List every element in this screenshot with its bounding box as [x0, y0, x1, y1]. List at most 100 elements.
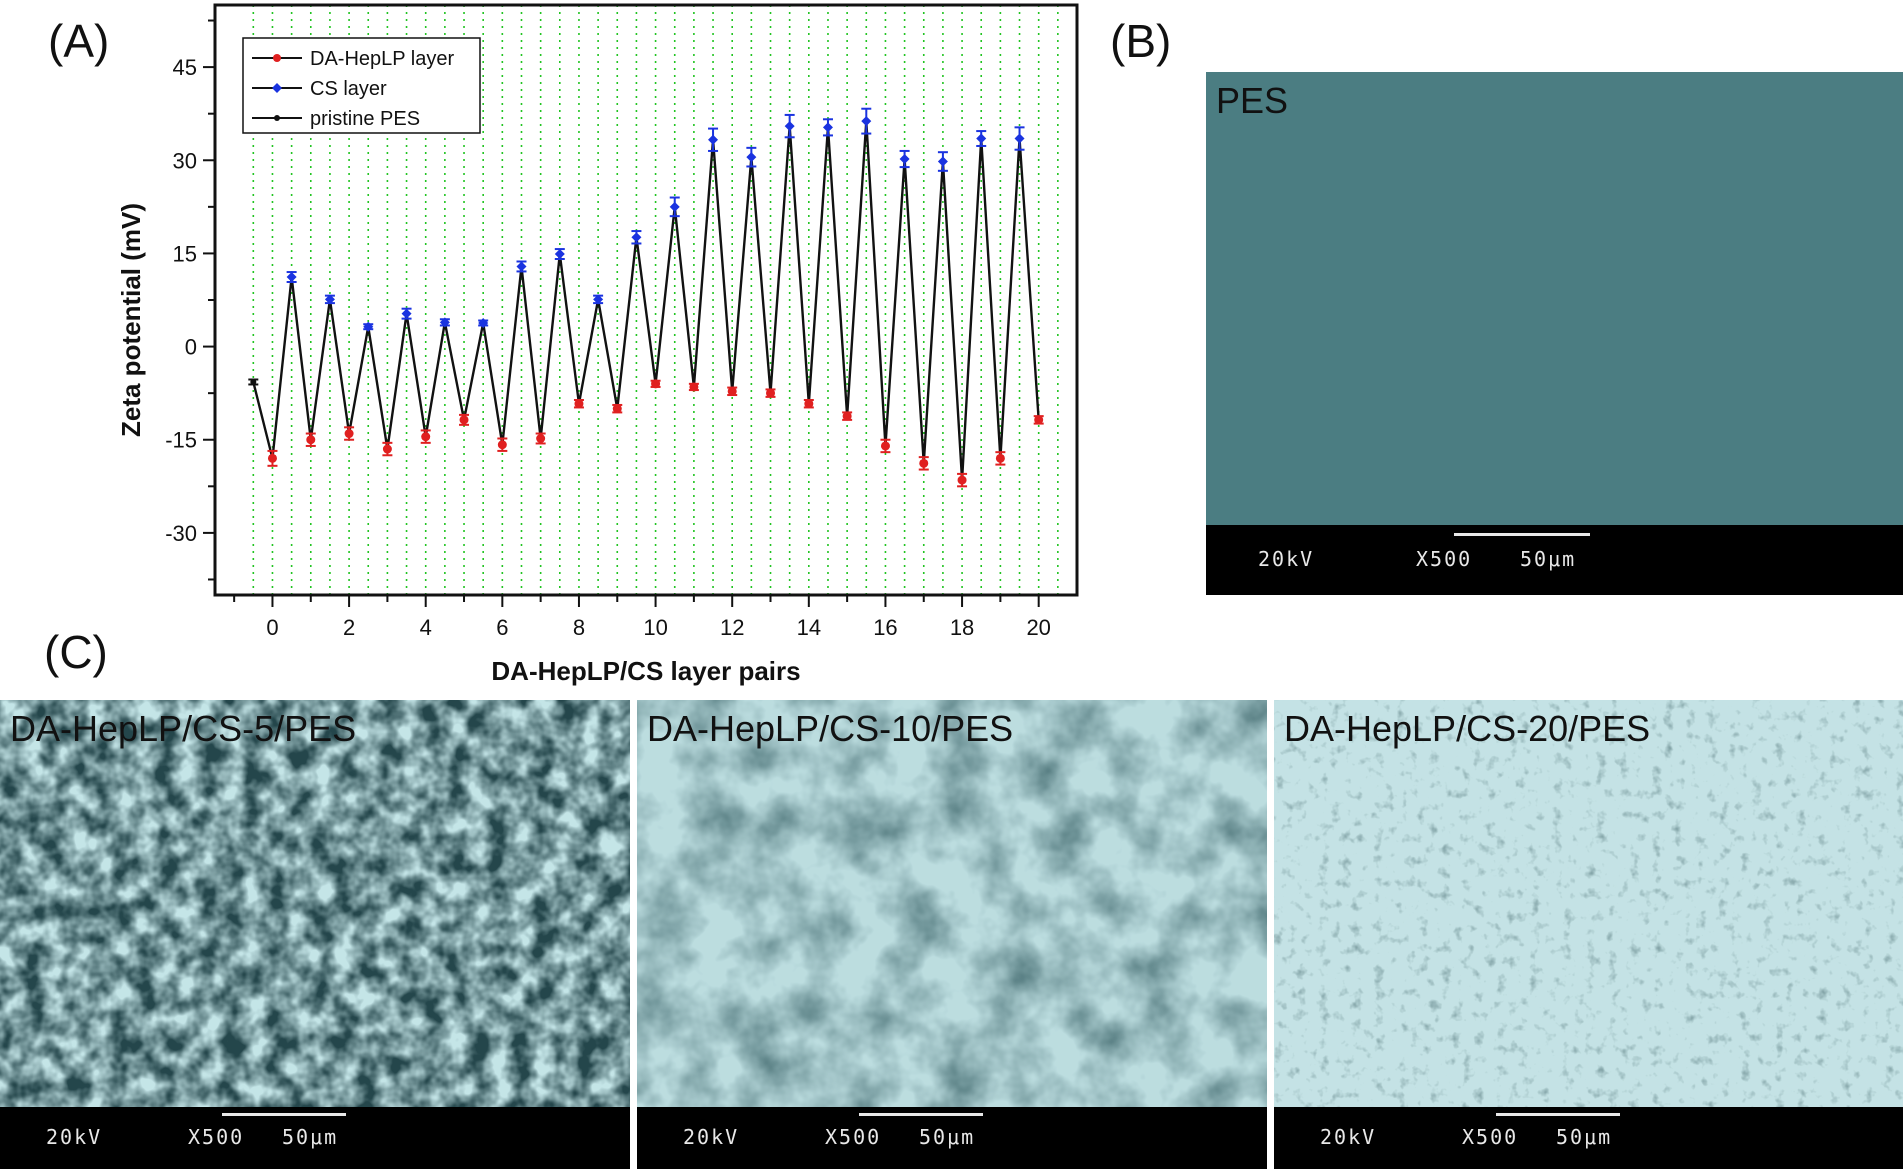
- sem-texture: [0, 700, 630, 1169]
- zigzag-line: [252, 121, 1040, 481]
- x-tick-label: 6: [496, 615, 508, 640]
- sem-voltage: 20kV: [1258, 547, 1315, 571]
- panel-c-label: (C): [44, 626, 108, 678]
- data-point: [306, 435, 316, 445]
- data-point: [784, 121, 795, 132]
- x-tick-label: 4: [420, 615, 432, 640]
- data-point: [957, 475, 967, 485]
- chart-series: [248, 107, 1044, 488]
- data-point: [593, 294, 604, 305]
- axis-ticks: 0 2 4 6 8 10 12 14 16 18 20 -30 -15 0 15 30 45: [165, 19, 1051, 640]
- data-point: [669, 201, 680, 212]
- data-point: [382, 444, 392, 454]
- data-point: [421, 432, 431, 442]
- y-tick-label: -30: [165, 521, 197, 546]
- sem-info-bar: 20kV X500 50μm: [1274, 1107, 1903, 1169]
- sem-title-cs5: DA-HepLP/CS-5/PES: [10, 708, 357, 749]
- data-point: [842, 411, 852, 421]
- chart-legend: DA-HepLP layer CS layer pristine PES: [242, 37, 481, 134]
- data-point: [612, 404, 622, 414]
- data-point: [746, 152, 757, 163]
- x-tick-label: 20: [1026, 615, 1050, 640]
- sem-scale-bar: [1454, 533, 1590, 536]
- x-axis-label: DA-HepLP/CS layer pairs: [491, 656, 800, 686]
- data-point: [344, 429, 354, 439]
- data-point: [822, 122, 833, 133]
- data-point: [286, 272, 297, 283]
- sem-scale-bar: [859, 1113, 983, 1116]
- data-point: [401, 308, 412, 319]
- data-point: [267, 453, 277, 463]
- data-point: [995, 453, 1005, 463]
- data-point: [861, 116, 872, 127]
- y-tick-label: 15: [173, 241, 197, 266]
- sem-scale-value: 50μm: [1520, 547, 1577, 571]
- sem-image-cs10: DA-HepLP/CS-10/PES 20kV X500 50μm: [637, 700, 1267, 1169]
- data-point: [459, 415, 469, 425]
- data-point: [919, 458, 929, 468]
- legend-label: DA-HepLP layer: [310, 48, 454, 70]
- data-point: [689, 382, 699, 392]
- legend-label: pristine PES: [310, 108, 420, 130]
- data-point: [1014, 133, 1025, 144]
- sem-scale-bar: [222, 1113, 346, 1116]
- data-point: [250, 378, 257, 385]
- data-point: [937, 156, 948, 167]
- x-tick-label: 14: [797, 615, 821, 640]
- data-point: [516, 261, 527, 272]
- sem-voltage: 20kV: [1320, 1125, 1377, 1149]
- panel-b-label: (B): [1110, 15, 1172, 67]
- sem-title-cs20: DA-HepLP/CS-20/PES: [1284, 708, 1651, 749]
- data-point: [1034, 415, 1044, 425]
- y-tick-label: -15: [165, 428, 197, 453]
- data-point: [651, 379, 661, 389]
- sem-info-bar: 20kV X500 50μm: [1206, 525, 1903, 595]
- legend-marker: [272, 83, 282, 93]
- data-point: [899, 154, 910, 165]
- data-point: [497, 440, 507, 450]
- zeta-potential-chart: 0 2 4 6 8 10 12 14 16 18 20 -30 -15 0 15 30 45 DA-HepLP …: [116, 3, 1079, 686]
- data-point: [324, 294, 335, 305]
- data-point: [554, 249, 565, 260]
- sem-scale-value: 50μm: [919, 1125, 976, 1149]
- sem-scale-bar: [1496, 1113, 1620, 1116]
- y-tick-label: 45: [173, 55, 197, 80]
- sem-magnification: X500: [825, 1125, 882, 1149]
- sem-image-cs5: DA-HepLP/CS-5/PES 20kV X500 50μm: [0, 700, 630, 1169]
- data-point: [631, 232, 642, 243]
- sem-magnification: X500: [188, 1125, 245, 1149]
- legend-label: CS layer: [310, 78, 387, 100]
- sem-voltage: 20kV: [683, 1125, 740, 1149]
- data-point: [976, 133, 987, 144]
- sem-magnification: X500: [1462, 1125, 1519, 1149]
- sem-scale-value: 50μm: [1556, 1125, 1613, 1149]
- data-point: [804, 399, 814, 409]
- y-tick-label: 0: [185, 335, 197, 360]
- sem-texture: [637, 700, 1267, 1169]
- data-point: [574, 399, 584, 409]
- sem-texture: [1274, 700, 1903, 1169]
- sem-info-bar: 20kV X500 50μm: [0, 1107, 630, 1169]
- legend-marker: [274, 115, 280, 121]
- x-tick-label: 16: [873, 615, 897, 640]
- sem-info-bar: 20kV X500 50μm: [637, 1107, 1267, 1169]
- sem-scale-value: 50μm: [282, 1125, 339, 1149]
- data-point: [727, 386, 737, 396]
- data-point: [708, 134, 719, 145]
- data-point: [363, 321, 374, 332]
- panel-a-label: (A): [48, 15, 110, 67]
- sem-image-pes: PES 20kV X500 50μm: [1206, 72, 1903, 595]
- data-point: [478, 317, 489, 328]
- sem-magnification: X500: [1416, 547, 1473, 571]
- y-axis-label: Zeta potential (mV): [116, 203, 146, 437]
- x-tick-label: 8: [573, 615, 585, 640]
- sem-voltage: 20kV: [46, 1125, 103, 1149]
- data-point: [439, 317, 450, 328]
- x-tick-label: 12: [720, 615, 744, 640]
- y-tick-label: 30: [173, 148, 197, 173]
- x-tick-label: 0: [266, 615, 278, 640]
- x-tick-label: 2: [343, 615, 355, 640]
- legend-marker: [273, 54, 281, 62]
- x-tick-label: 10: [643, 615, 667, 640]
- x-tick-label: 18: [950, 615, 974, 640]
